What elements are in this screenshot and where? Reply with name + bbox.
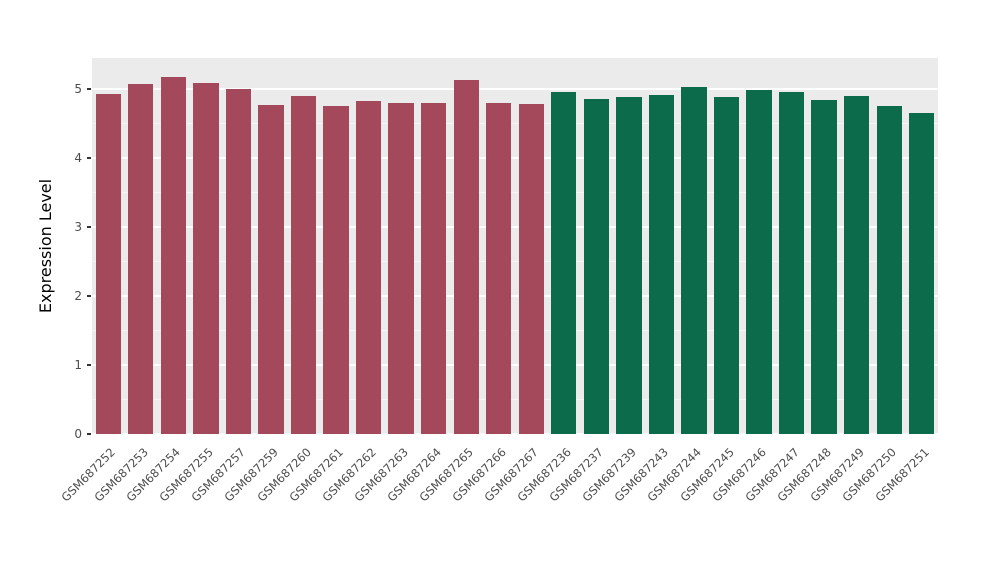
bar-GSM687244 — [681, 86, 707, 434]
bar-GSM687264 — [420, 102, 447, 434]
bar-GSM687246 — [746, 89, 772, 434]
bar-GSM687254 — [160, 77, 187, 434]
y-tick-label: 2 — [74, 289, 82, 303]
bar-GSM687260 — [290, 95, 317, 434]
y-tick-mark — [87, 157, 91, 159]
bar-GSM687239 — [616, 97, 642, 434]
y-tick-mark — [87, 295, 91, 297]
bar-GSM687263 — [388, 102, 414, 434]
bar-GSM687257 — [225, 89, 252, 434]
y-tick-mark — [87, 88, 91, 90]
bar-GSM687252 — [95, 93, 121, 434]
bar-GSM687267 — [518, 104, 544, 434]
y-tick-label: 0 — [74, 427, 82, 441]
bar-GSM687261 — [323, 105, 349, 434]
bar-GSM687250 — [876, 106, 902, 434]
y-tick-label: 1 — [74, 358, 82, 372]
bar-GSM687265 — [453, 80, 479, 434]
major-gridline — [92, 433, 938, 435]
minor-gridline — [92, 122, 938, 124]
major-gridline — [92, 364, 938, 366]
minor-gridline — [92, 191, 938, 193]
major-gridline — [92, 295, 938, 297]
bar-GSM687266 — [486, 102, 512, 434]
bar-GSM687236 — [551, 92, 577, 434]
x-tick-label: GSM687251 — [782, 441, 931, 504]
major-gridline — [92, 226, 938, 228]
bar-GSM687249 — [843, 95, 870, 434]
bar-GSM687245 — [713, 97, 740, 434]
y-tick-mark — [87, 433, 91, 435]
plot-panel — [92, 58, 938, 435]
y-tick-mark — [87, 226, 91, 228]
bar-GSM687251 — [909, 113, 935, 434]
major-gridline — [92, 157, 938, 159]
y-tick-label: 5 — [74, 82, 82, 96]
y-axis-title-text: Expression Level — [36, 178, 55, 314]
minor-gridline — [92, 398, 938, 400]
minor-gridline — [92, 329, 938, 331]
bar-GSM687248 — [811, 100, 837, 434]
y-tick-label: 4 — [74, 151, 82, 165]
minor-gridline — [92, 260, 938, 262]
major-gridline — [92, 88, 938, 90]
bar-GSM687262 — [355, 100, 382, 434]
bar-GSM687253 — [128, 84, 154, 434]
bar-GSM687243 — [648, 94, 675, 434]
bar-GSM687255 — [193, 83, 219, 434]
y-tick-mark — [87, 364, 91, 366]
bar-GSM687247 — [778, 92, 805, 434]
bar-GSM687237 — [583, 99, 610, 434]
bar-GSM687259 — [258, 104, 284, 434]
y-tick-label: 3 — [74, 220, 82, 234]
